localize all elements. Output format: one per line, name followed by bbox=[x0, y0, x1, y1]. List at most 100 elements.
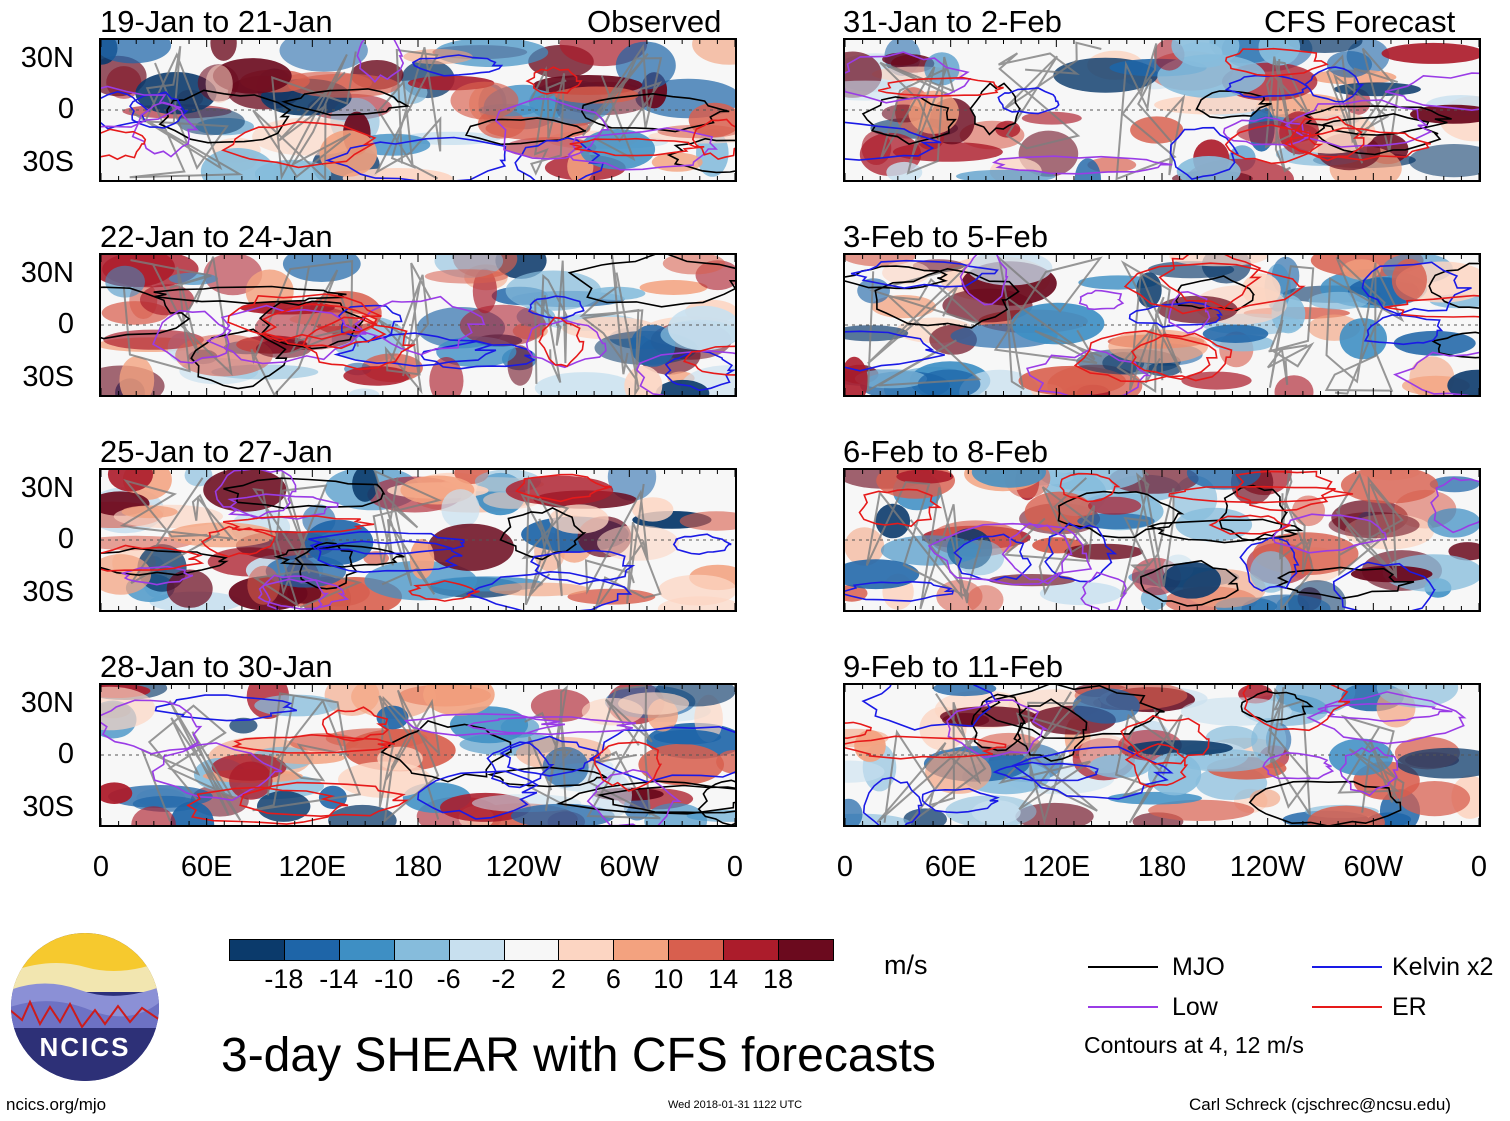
contour-low bbox=[1262, 751, 1335, 780]
shear-anomaly-blob bbox=[1396, 747, 1479, 779]
contour-kelvin-x2 bbox=[664, 350, 735, 392]
contour-er bbox=[221, 121, 377, 169]
shear-anomaly-blob bbox=[971, 800, 1021, 825]
contour-er bbox=[515, 473, 612, 503]
shear-anomaly-blob bbox=[967, 255, 1053, 286]
contour-low bbox=[635, 350, 735, 395]
coastline bbox=[534, 260, 568, 384]
x-tick-label: 180 bbox=[393, 851, 443, 883]
contour-low bbox=[403, 713, 566, 737]
contour-kelvin-x2 bbox=[514, 137, 605, 180]
y-tick-label: 30S bbox=[22, 576, 74, 608]
x-tick-label: 0 bbox=[1470, 851, 1488, 883]
contour-low bbox=[1384, 72, 1479, 112]
legend-line-kelvin bbox=[1312, 966, 1382, 968]
shear-anomaly-blob bbox=[1381, 42, 1479, 64]
x-tick-label: 60W bbox=[1343, 851, 1404, 883]
shear-anomaly-blob bbox=[168, 272, 218, 285]
panel-title-obs-2: 22-Jan to 24-Jan bbox=[100, 219, 333, 254]
contour-low bbox=[257, 578, 350, 610]
x-tick-label: 120W bbox=[1229, 851, 1306, 883]
coastline bbox=[119, 477, 235, 584]
contour-kelvin-x2 bbox=[316, 540, 463, 574]
shear-anomaly-blob bbox=[107, 470, 154, 492]
colorbar-swatch bbox=[723, 939, 780, 961]
y-tick-label: 0 bbox=[57, 738, 74, 770]
shear-anomaly-blob bbox=[662, 255, 726, 275]
column-header-observed: Observed bbox=[587, 4, 722, 39]
shear-anomaly-blob bbox=[1274, 375, 1314, 395]
panel-title-fcst-2: 3-Feb to 5-Feb bbox=[843, 219, 1049, 254]
x-tick-label: 120W bbox=[485, 851, 562, 883]
contour-mjo bbox=[596, 784, 735, 814]
shear-anomaly-blob bbox=[971, 470, 1046, 488]
shear-anomaly-blob bbox=[1074, 158, 1102, 180]
y-tick-label: 30N bbox=[20, 42, 74, 74]
shear-anomaly-blob bbox=[886, 161, 923, 180]
shear-anomaly-blob bbox=[429, 357, 464, 395]
contour-low bbox=[1393, 351, 1479, 395]
shear-anomaly-blob bbox=[1087, 157, 1137, 173]
coastline bbox=[374, 47, 442, 180]
contour-kelvin-x2 bbox=[1224, 74, 1309, 99]
y-tick-label: 0 bbox=[57, 93, 74, 125]
shear-anomaly-blob bbox=[424, 269, 508, 284]
shear-anomaly-blob bbox=[1391, 258, 1427, 301]
shear-anomaly-blob bbox=[1021, 111, 1082, 125]
contour-low bbox=[1080, 571, 1128, 610]
contour-mjo bbox=[486, 766, 610, 788]
contour-low bbox=[946, 699, 1049, 759]
shear-anomaly-blob bbox=[1376, 685, 1459, 708]
colorbar-tick-label: 14 bbox=[708, 964, 739, 994]
legend-label-mjo: MJO bbox=[1172, 953, 1225, 981]
colorbar-tick-label: -14 bbox=[319, 964, 359, 994]
shear-anomaly-blob bbox=[1307, 805, 1385, 825]
contour-er bbox=[1059, 472, 1121, 503]
shear-anomaly-blob bbox=[655, 379, 710, 395]
contour-mjo bbox=[1430, 331, 1479, 359]
contour-kelvin-x2 bbox=[528, 295, 585, 319]
shear-anomaly-blob bbox=[304, 519, 374, 565]
shear-anomaly-blob bbox=[1157, 54, 1266, 99]
shear-anomaly-blob bbox=[121, 505, 178, 519]
legend-label-kelvin: Kelvin x2 bbox=[1392, 953, 1494, 981]
contour-er bbox=[691, 118, 735, 160]
shear-anomaly-blob bbox=[1148, 752, 1202, 796]
shear-anomaly-blob bbox=[229, 717, 258, 734]
colorbar-swatch bbox=[613, 939, 670, 961]
contour-mjo bbox=[1275, 566, 1415, 600]
shear-anomaly-blob bbox=[845, 760, 885, 783]
shear-anomaly-blob bbox=[211, 753, 287, 781]
contour-low bbox=[1430, 477, 1479, 534]
panel-title-fcst-3: 6-Feb to 8-Feb bbox=[843, 434, 1049, 469]
contour-kelvin-x2 bbox=[845, 330, 945, 372]
colorbar-tick-label: -2 bbox=[491, 964, 516, 994]
contour-low bbox=[131, 101, 199, 158]
contour-kelvin-x2 bbox=[921, 787, 1000, 814]
coastline bbox=[524, 685, 574, 811]
coastline bbox=[584, 483, 662, 610]
y-tick-label: 30N bbox=[20, 472, 74, 504]
contour-low bbox=[494, 97, 610, 160]
shear-anomaly-blob bbox=[1148, 799, 1255, 821]
colorbar bbox=[229, 939, 834, 963]
contour-er bbox=[1124, 743, 1189, 788]
map-panel-obs-2 bbox=[99, 253, 737, 397]
shear-anomaly-blob bbox=[1162, 561, 1221, 599]
coastline bbox=[128, 46, 244, 179]
shear-anomaly-blob bbox=[653, 729, 722, 745]
contour-er bbox=[231, 733, 396, 754]
coastline bbox=[140, 700, 242, 822]
timestamp: Wed 2018-01-31 1122 UTC bbox=[668, 1099, 803, 1111]
shear-anomaly-blob bbox=[1275, 685, 1356, 715]
shear-anomaly-blob bbox=[925, 751, 992, 794]
panel-title-fcst-4: 9-Feb to 11-Feb bbox=[843, 649, 1063, 684]
y-tick-label: 30N bbox=[20, 687, 74, 719]
contour-kelvin-x2 bbox=[992, 761, 1099, 782]
contour-mjo bbox=[969, 82, 1021, 136]
contour-kelvin-x2 bbox=[1361, 261, 1472, 315]
coastline bbox=[1278, 471, 1314, 610]
contour-low bbox=[354, 295, 486, 356]
shear-anomaly-blob bbox=[119, 356, 155, 395]
contour-er bbox=[878, 76, 1004, 97]
